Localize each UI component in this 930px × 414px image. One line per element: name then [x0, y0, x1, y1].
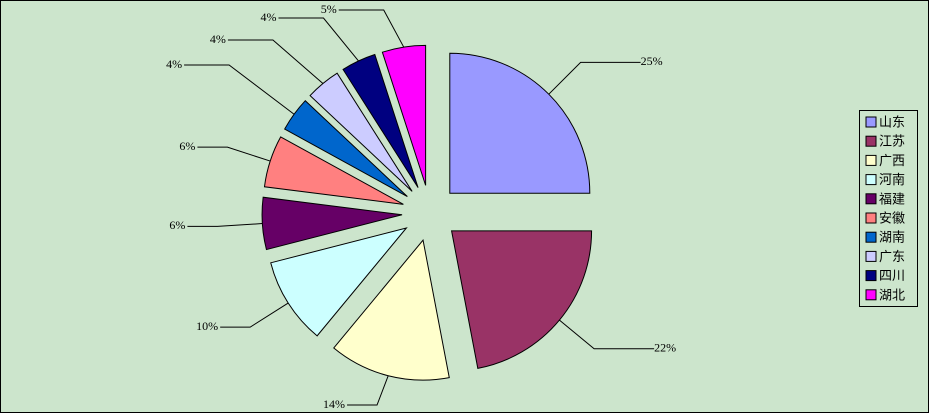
legend-swatch [865, 270, 877, 282]
legend-label: 安徽 [879, 212, 905, 227]
data-label: 6% [179, 139, 195, 153]
legend-label: 河南 [879, 172, 905, 188]
data-label: 10% [196, 319, 218, 333]
leader-line [187, 223, 263, 227]
data-label: 6% [169, 218, 185, 232]
data-label: 14% [323, 397, 345, 411]
pie-slice [381, 44, 427, 186]
legend-label: 山东 [879, 116, 905, 131]
legend-swatch [865, 154, 877, 166]
pie-slice [261, 196, 403, 251]
data-label: 4% [210, 32, 226, 46]
legend-label: 江苏 [879, 134, 905, 150]
data-label: 4% [166, 57, 182, 71]
pie-slice [450, 230, 593, 369]
data-label: 25% [641, 54, 663, 68]
leader-line [347, 375, 389, 406]
leader-line [548, 61, 641, 95]
legend-label: 广东 [879, 250, 905, 265]
legend-swatch [865, 250, 877, 262]
legend-label: 湖南 [879, 230, 905, 246]
legend-swatch [865, 116, 877, 128]
leader-line [559, 319, 655, 350]
leader-line [227, 39, 324, 84]
pie-slice [449, 52, 591, 194]
legend-swatch [865, 231, 877, 243]
pie-slice [270, 227, 408, 337]
data-label: 5% [321, 2, 337, 16]
data-label: 22% [654, 341, 676, 355]
pie-slice [309, 72, 413, 192]
legend-label: 湖北 [879, 288, 905, 303]
data-label: 4% [260, 10, 276, 24]
legend-swatch [865, 289, 877, 301]
legend-swatch [865, 174, 877, 186]
legend-label: 福建 [879, 192, 905, 207]
legend-swatch [865, 135, 877, 147]
leader-line [184, 64, 295, 115]
leader-line [197, 146, 271, 162]
leader-line [338, 9, 405, 48]
legend-swatch [865, 193, 877, 205]
legend-swatch [865, 212, 877, 224]
legend-label: 四川 [879, 269, 905, 284]
leader-line [220, 302, 289, 328]
pie-slice [333, 238, 450, 381]
leader-line [278, 17, 359, 62]
legend-label: 广西 [879, 154, 905, 169]
